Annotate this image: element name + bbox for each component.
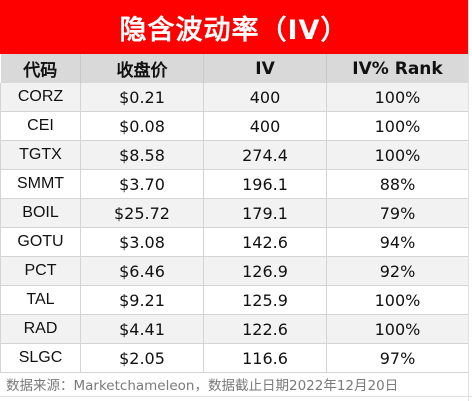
cell-symbol: SLGC [0, 343, 81, 373]
source-note: 数据来源：Marketchameleon，数据截止日期2022年12月20日 [6, 378, 399, 394]
cell-symbol: GOTU [0, 227, 81, 257]
table-body: CORZ $0.21 400 100% CEI $0.08 400 100% TGTX $8.58… [0, 83, 469, 373]
table-row: CORZ $0.21 400 100% [0, 83, 469, 112]
table-row: GOTU $3.08 142.6 94% [0, 227, 469, 257]
cell-close: $25.72 [80, 198, 204, 228]
cell-close: $2.05 [80, 343, 204, 373]
cell-symbol: BOIL [0, 198, 81, 228]
cell-rank: 88% [326, 169, 469, 199]
table-row: SLGC $2.05 116.6 97% [0, 343, 469, 373]
cell-symbol: CORZ [0, 83, 81, 112]
cell-iv: 116.6 [203, 343, 327, 373]
table-row: BOIL $25.72 179.1 79% [0, 198, 469, 228]
cell-rank: 79% [326, 198, 469, 228]
header-symbol: 代码 [0, 54, 81, 83]
table-title-bar: 隐含波动率（IV） [0, 0, 468, 54]
cell-close: $9.21 [80, 285, 204, 315]
cell-symbol: TAL [0, 285, 81, 315]
table-row: RAD $4.41 122.6 100% [0, 314, 469, 344]
cell-close: $0.21 [80, 83, 204, 112]
cell-iv: 179.1 [203, 198, 327, 228]
cell-symbol: RAD [0, 314, 81, 344]
cell-close: $3.08 [80, 227, 204, 257]
cell-rank: 100% [326, 285, 469, 315]
cell-rank: 92% [326, 256, 469, 286]
table-row: CEI $0.08 400 100% [0, 111, 469, 141]
cell-rank: 100% [326, 314, 469, 344]
cell-symbol: CEI [0, 111, 81, 141]
cell-symbol: TGTX [0, 140, 81, 170]
header-rank: IV% Rank [326, 54, 469, 83]
header-row: 代码 收盘价 IV IV% Rank [0, 54, 469, 83]
cell-symbol: PCT [0, 256, 81, 286]
cell-close: $4.41 [80, 314, 204, 344]
cell-iv: 400 [203, 83, 327, 112]
cell-close: $8.58 [80, 140, 204, 170]
table-title: 隐含波动率（IV） [119, 14, 349, 46]
cell-close: $0.08 [80, 111, 204, 141]
table-row: PCT $6.46 126.9 92% [0, 256, 469, 286]
cell-rank: 100% [326, 83, 469, 112]
cell-iv: 125.9 [203, 285, 327, 315]
cell-iv: 142.6 [203, 227, 327, 257]
cell-rank: 97% [326, 343, 469, 373]
cell-rank: 100% [326, 140, 469, 170]
grid-line [0, 396, 472, 397]
header-close: 收盘价 [80, 54, 204, 83]
grid-line [468, 0, 469, 401]
cell-iv: 274.4 [203, 140, 327, 170]
cell-iv: 126.9 [203, 256, 327, 286]
cell-rank: 94% [326, 227, 469, 257]
cell-symbol: SMMT [0, 169, 81, 199]
table-row: SMMT $3.70 196.1 88% [0, 169, 469, 199]
cell-close: $6.46 [80, 256, 204, 286]
cell-close: $3.70 [80, 169, 204, 199]
header-iv: IV [203, 54, 327, 83]
cell-iv: 122.6 [203, 314, 327, 344]
table-row: TGTX $8.58 274.4 100% [0, 140, 469, 170]
table-row: TAL $9.21 125.9 100% [0, 285, 469, 315]
cell-rank: 100% [326, 111, 469, 141]
cell-iv: 400 [203, 111, 327, 141]
cell-iv: 196.1 [203, 169, 327, 199]
iv-table: 代码 收盘价 IV IV% Rank CORZ $0.21 400 100% CEI $0… [0, 54, 469, 373]
